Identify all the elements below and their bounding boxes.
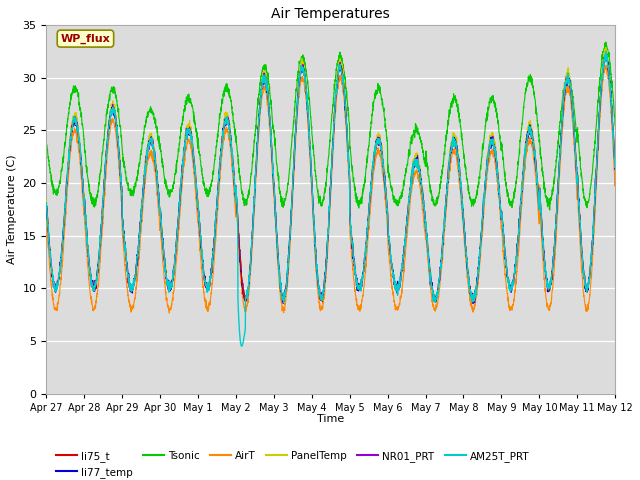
AM25T_PRT: [42, 200, 50, 205]
Line: Tsonic: Tsonic: [46, 42, 615, 210]
NR01_PRT: [108, 109, 115, 115]
PanelTemp: [260, 71, 268, 77]
Legend: li75_t, li77_temp, Tsonic, AirT, PanelTemp, NR01_PRT, AM25T_PRT: li75_t, li77_temp, Tsonic, AirT, PanelTe…: [52, 447, 534, 480]
AM25T_PRT: [539, 241, 547, 247]
AM25T_PRT: [602, 49, 610, 55]
NR01_PRT: [141, 171, 149, 177]
AirT: [141, 180, 149, 186]
li75_t: [539, 238, 547, 244]
AM25T_PRT: [611, 163, 619, 168]
li77_temp: [285, 243, 293, 249]
NR01_PRT: [470, 301, 477, 307]
li75_t: [141, 170, 149, 176]
li77_temp: [260, 76, 268, 82]
li77_temp: [611, 161, 619, 167]
AirT: [42, 217, 50, 223]
AM25T_PRT: [285, 242, 293, 248]
Tsonic: [539, 168, 547, 174]
Line: AM25T_PRT: AM25T_PRT: [46, 52, 615, 346]
Line: li77_temp: li77_temp: [46, 54, 615, 303]
Line: li75_t: li75_t: [46, 55, 615, 301]
li77_temp: [42, 204, 50, 209]
AM25T_PRT: [108, 107, 115, 113]
li77_temp: [468, 300, 476, 306]
NR01_PRT: [539, 237, 547, 243]
li75_t: [600, 58, 608, 64]
li75_t: [42, 200, 50, 206]
Tsonic: [546, 207, 554, 213]
li77_temp: [539, 238, 547, 243]
Tsonic: [285, 171, 293, 177]
Tsonic: [602, 39, 610, 45]
PanelTemp: [539, 237, 547, 242]
li75_t: [611, 159, 619, 165]
li75_t: [260, 76, 268, 82]
NR01_PRT: [603, 51, 611, 57]
PanelTemp: [600, 51, 608, 57]
PanelTemp: [602, 45, 610, 50]
X-axis label: Time: Time: [317, 414, 344, 424]
NR01_PRT: [42, 202, 50, 208]
Title: Air Temperatures: Air Temperatures: [271, 7, 390, 21]
li75_t: [108, 108, 115, 114]
li77_temp: [141, 170, 149, 176]
AirT: [602, 62, 610, 68]
PanelTemp: [108, 101, 115, 107]
li77_temp: [108, 110, 115, 116]
NR01_PRT: [260, 75, 268, 81]
NR01_PRT: [285, 248, 293, 253]
PanelTemp: [611, 158, 619, 164]
PanelTemp: [42, 196, 50, 202]
Tsonic: [141, 123, 149, 129]
AirT: [165, 310, 173, 316]
Line: PanelTemp: PanelTemp: [46, 48, 615, 303]
Tsonic: [260, 62, 268, 68]
AirT: [539, 257, 547, 263]
PanelTemp: [141, 165, 149, 170]
AM25T_PRT: [261, 80, 269, 85]
Text: WP_flux: WP_flux: [61, 34, 110, 44]
li75_t: [602, 52, 610, 58]
AM25T_PRT: [600, 57, 608, 63]
AirT: [261, 84, 269, 89]
AirT: [285, 255, 293, 261]
li75_t: [280, 299, 287, 304]
Tsonic: [611, 122, 619, 128]
li75_t: [285, 244, 293, 250]
NR01_PRT: [611, 158, 619, 164]
Tsonic: [42, 135, 50, 141]
AM25T_PRT: [238, 343, 246, 349]
Line: NR01_PRT: NR01_PRT: [46, 54, 615, 304]
Y-axis label: Air Temperature (C): Air Temperature (C): [7, 155, 17, 264]
li77_temp: [600, 57, 608, 62]
Tsonic: [600, 45, 608, 51]
PanelTemp: [285, 245, 293, 251]
Line: AirT: AirT: [46, 65, 615, 313]
NR01_PRT: [600, 55, 608, 61]
Tsonic: [108, 88, 115, 94]
li77_temp: [603, 51, 611, 57]
AM25T_PRT: [141, 171, 149, 177]
AirT: [600, 69, 608, 75]
PanelTemp: [431, 300, 439, 306]
AirT: [108, 119, 115, 124]
AirT: [611, 173, 619, 179]
